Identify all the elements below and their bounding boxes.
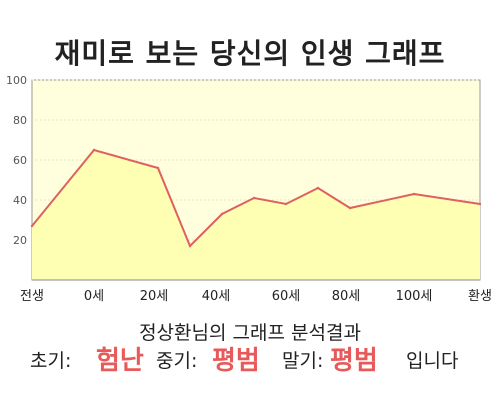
data-point-10 (478, 202, 482, 206)
x-tick-label: 환생 (468, 289, 492, 304)
data-point-3 (188, 244, 192, 248)
area-fill (32, 150, 480, 280)
y-tick-label: 40 (13, 194, 27, 207)
data-point-5 (252, 196, 256, 200)
data-point-6 (284, 202, 288, 206)
mid-label: 중기: (156, 350, 198, 372)
data-point-9 (412, 192, 416, 196)
x-tick-label: 80세 (332, 289, 361, 304)
x-tick-label: 100세 (396, 289, 433, 304)
y-tick-label: 60 (13, 154, 27, 167)
y-tick-label: 80 (13, 114, 27, 127)
data-point-0 (30, 224, 34, 228)
early-label: 초기: (30, 350, 72, 372)
ending-text: 입니다 (406, 350, 459, 372)
result-heading: 정상환님의 그래프 분석결과 (139, 322, 361, 344)
x-tick-label: 0세 (84, 289, 104, 304)
early-value: 험난 (96, 346, 144, 376)
data-point-8 (348, 206, 352, 210)
x-tick-label: 전생 (20, 289, 44, 304)
life-graph-chart: 20 40 60 80 100 전생 0세 20세 40세 60세 80세 100세 환생 (6, 74, 492, 304)
data-point-2 (156, 166, 160, 170)
x-tick-label: 40세 (202, 289, 231, 304)
late-label: 말기: (282, 350, 324, 372)
x-tick-label: 60세 (272, 289, 301, 304)
x-tick-label: 20세 (140, 289, 169, 304)
data-point-7 (316, 186, 320, 190)
data-point-4 (220, 212, 224, 216)
y-tick-label: 20 (13, 234, 27, 247)
mid-value: 평범 (212, 346, 260, 376)
data-point-1 (92, 148, 96, 152)
y-tick-label: 100 (6, 74, 27, 87)
late-value: 평범 (330, 346, 378, 376)
page-title: 재미로 보는 당신의 인생 그래프 (54, 37, 446, 70)
